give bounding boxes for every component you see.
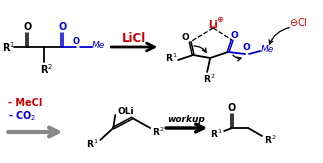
Text: $\oplus$: $\oplus$ <box>216 15 224 24</box>
Text: R$^2$: R$^2$ <box>264 134 276 146</box>
Text: - CO$_2$: - CO$_2$ <box>8 109 37 123</box>
Text: R$^1$: R$^1$ <box>210 128 223 140</box>
Text: R$^2$: R$^2$ <box>40 62 53 76</box>
Text: R$^2$: R$^2$ <box>152 126 164 138</box>
Text: Li: Li <box>208 20 218 30</box>
Text: R$^1$: R$^1$ <box>165 52 177 64</box>
Text: R$^1$: R$^1$ <box>2 40 15 54</box>
Text: - MeCl: - MeCl <box>8 98 43 108</box>
Text: O: O <box>228 103 236 113</box>
Text: Me: Me <box>92 42 105 51</box>
Text: workup: workup <box>167 114 205 124</box>
Text: OLi: OLi <box>118 106 135 116</box>
Text: Me: Me <box>260 45 274 54</box>
Text: O: O <box>23 22 32 32</box>
Text: LiCl: LiCl <box>122 32 146 45</box>
Text: R$^1$: R$^1$ <box>86 138 99 150</box>
Text: O: O <box>73 37 80 46</box>
Text: O: O <box>181 32 189 42</box>
Text: O: O <box>242 43 250 52</box>
Text: O: O <box>230 30 238 39</box>
Text: O: O <box>58 22 67 32</box>
Text: $\ominus$Cl: $\ominus$Cl <box>289 16 307 28</box>
Text: R$^2$: R$^2$ <box>203 73 215 85</box>
